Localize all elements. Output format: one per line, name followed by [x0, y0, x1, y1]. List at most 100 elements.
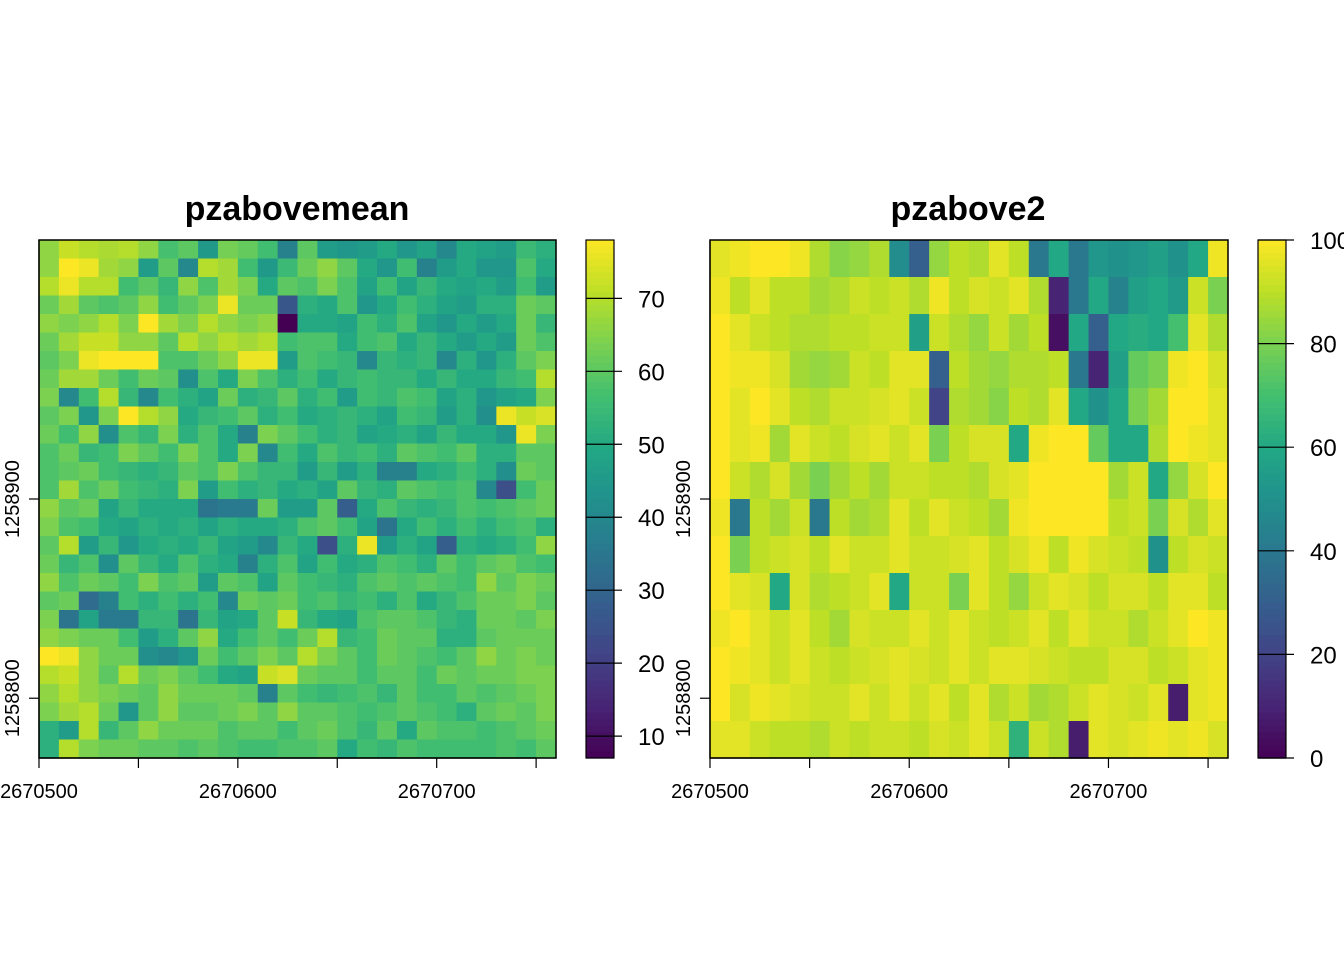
colorbar-swatch	[1258, 628, 1286, 636]
heatmap-cell	[416, 517, 438, 537]
heatmap-cell	[949, 610, 970, 630]
heatmap-cell	[849, 406, 870, 426]
heatmap-cell	[1188, 684, 1209, 704]
heatmap-cell	[237, 443, 259, 463]
heatmap-cell	[98, 406, 120, 426]
heatmap-cell	[357, 665, 378, 685]
heatmap-cell	[849, 388, 870, 408]
heatmap-cell	[829, 517, 851, 537]
colorbar-swatch	[586, 751, 614, 759]
x-tick-label: 2670600	[199, 781, 277, 803]
heatmap-cell	[710, 480, 731, 500]
heatmap-cell	[198, 351, 219, 371]
heatmap-cell	[1028, 258, 1050, 278]
heatmap-cell	[476, 332, 497, 352]
heatmap-cell	[39, 573, 60, 593]
heatmap-cell	[1168, 314, 1189, 334]
heatmap-cell	[1148, 332, 1169, 352]
heatmap-cell	[277, 702, 299, 722]
heatmap-cell	[416, 351, 438, 371]
heatmap-cell	[969, 610, 990, 630]
heatmap-cell	[496, 369, 517, 389]
heatmap-cell	[729, 388, 751, 408]
colorbar-swatch	[1258, 725, 1286, 733]
heatmap-cell	[198, 480, 219, 500]
heatmap-cell	[1108, 554, 1129, 574]
heatmap-cell	[769, 425, 791, 445]
colorbar-swatch	[1258, 259, 1286, 267]
colorbar-swatch	[586, 596, 614, 604]
heatmap-cell	[178, 665, 199, 685]
heatmap-cell	[536, 369, 557, 389]
heatmap-cell	[357, 443, 378, 463]
heatmap-cell	[118, 554, 140, 574]
heatmap-cell	[1008, 554, 1030, 574]
heatmap-cell	[1168, 388, 1189, 408]
heatmap-cell	[1208, 443, 1229, 463]
heatmap-cell	[98, 739, 120, 759]
heatmap-cell	[969, 443, 990, 463]
heatmap-cell	[729, 665, 751, 685]
colorbar-swatch	[1258, 324, 1286, 332]
heatmap-cell	[297, 536, 318, 556]
heatmap-cell	[98, 554, 120, 574]
heatmap-cell	[949, 721, 970, 741]
heatmap-cell	[39, 721, 60, 741]
heatmap-cell	[456, 240, 478, 260]
heatmap-cell	[1028, 295, 1050, 315]
heatmap-cell	[396, 517, 418, 537]
heatmap-cell	[1168, 610, 1189, 630]
heatmap-cell	[729, 314, 751, 334]
heatmap-cell	[1188, 332, 1209, 352]
heatmap-cell	[337, 554, 358, 574]
heatmap-cell	[929, 425, 950, 445]
heatmap-cell	[98, 388, 120, 408]
heatmap-cell	[949, 517, 970, 537]
heatmap-cell	[1148, 702, 1169, 722]
heatmap-cell	[809, 425, 831, 445]
heatmap-cell	[277, 277, 299, 297]
heatmap-cell	[516, 480, 537, 500]
heatmap-cell	[789, 573, 811, 593]
heatmap-cell	[257, 480, 279, 500]
heatmap-cell	[277, 462, 299, 482]
heatmap-cell	[277, 684, 299, 704]
colorbar-swatch	[586, 240, 614, 248]
heatmap-cell	[809, 628, 831, 648]
colorbar-swatch	[586, 589, 614, 597]
heatmap-cell	[118, 425, 140, 445]
heatmap-cell	[416, 702, 438, 722]
heatmap-cell	[869, 739, 890, 759]
heatmap-cell	[909, 258, 930, 278]
heatmap-cell	[909, 628, 930, 648]
heatmap-cell	[1008, 443, 1030, 463]
colorbar-swatch	[1258, 524, 1286, 532]
heatmap-cell	[198, 406, 219, 426]
heatmap-cell	[1048, 610, 1070, 630]
heatmap-cell	[297, 388, 318, 408]
heatmap-cell	[78, 443, 100, 463]
heatmap-cell	[58, 425, 80, 445]
heatmap-cell	[396, 554, 418, 574]
heatmap-cell	[988, 332, 1010, 352]
heatmap-cell	[536, 647, 557, 667]
heatmap-cell	[1008, 647, 1030, 667]
heatmap-cell	[1128, 665, 1149, 685]
heatmap-cell	[118, 647, 140, 667]
heatmap-cell	[297, 258, 318, 278]
heatmap-cell	[58, 721, 80, 741]
heatmap-cell	[396, 462, 418, 482]
heatmap-cell	[809, 240, 831, 260]
colorbar-swatch	[586, 634, 614, 643]
colorbar-swatch	[586, 278, 614, 286]
heatmap-cell	[277, 388, 299, 408]
heatmap-cell	[178, 628, 199, 648]
heatmap-cell	[516, 351, 537, 371]
heatmap-cell	[809, 369, 831, 389]
heatmap-cell	[849, 647, 870, 667]
heatmap-cell	[909, 702, 930, 722]
heatmap-cell	[909, 369, 930, 389]
heatmap-cell	[178, 443, 199, 463]
heatmap-cell	[849, 369, 870, 389]
heatmap-cell	[789, 295, 811, 315]
